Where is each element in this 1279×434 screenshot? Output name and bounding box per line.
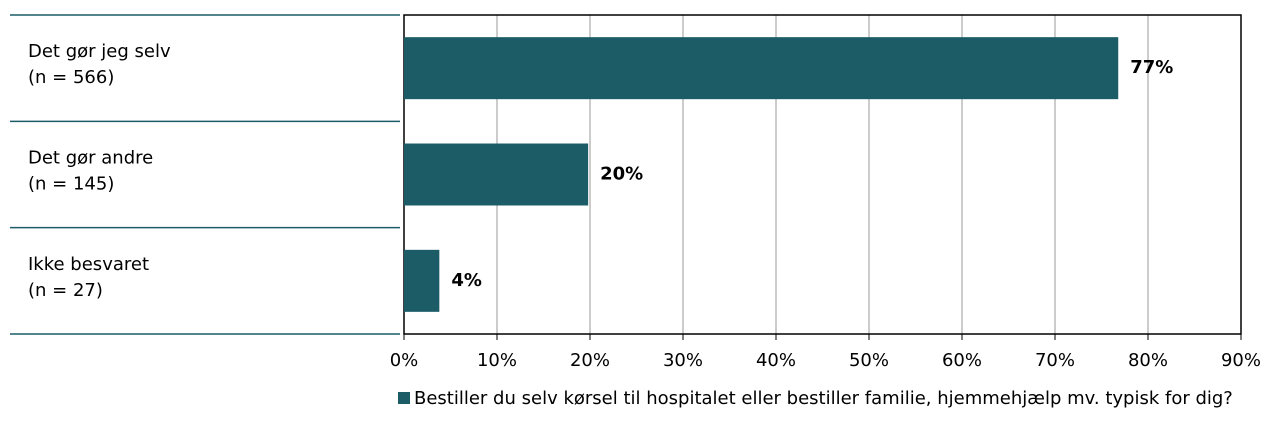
- y-tick-label: Det gør jeg selv: [28, 41, 171, 62]
- x-tick-label: 70%: [1035, 350, 1075, 371]
- legend-swatch: [398, 392, 410, 404]
- x-tick-label: 50%: [849, 350, 889, 371]
- legend: Bestiller du selv kørsel til hospitalet …: [398, 388, 1268, 410]
- x-tick-label: 60%: [942, 350, 982, 371]
- data-label: 77%: [1130, 57, 1173, 78]
- x-tick-label: 80%: [1128, 350, 1168, 371]
- y-tick-label: Det gør andre: [28, 148, 153, 169]
- legend-label: Bestiller du selv kørsel til hospitalet …: [414, 388, 1233, 409]
- chart: 0% 10% 20% 30% 40% 50% 60% 70% 80% 90% Det gør jeg…: [10, 14, 1261, 371]
- y-tick-count: (n = 27): [28, 280, 103, 301]
- bar: [404, 249, 440, 312]
- x-tick-label: 40%: [756, 350, 796, 371]
- x-tick-label: 0%: [390, 350, 419, 371]
- data-label: 4%: [451, 270, 482, 291]
- x-tick-label: 20%: [570, 350, 610, 371]
- y-tick-label: Ikke besvaret: [28, 254, 149, 275]
- x-tick-label: 90%: [1221, 350, 1261, 371]
- y-tick-count: (n = 145): [28, 174, 114, 195]
- x-tick-label: 30%: [663, 350, 703, 371]
- bar: [404, 143, 589, 206]
- x-tick-label: 10%: [477, 350, 517, 371]
- y-tick-count: (n = 566): [28, 67, 114, 88]
- data-label: 20%: [600, 164, 643, 185]
- bar: [404, 37, 1119, 100]
